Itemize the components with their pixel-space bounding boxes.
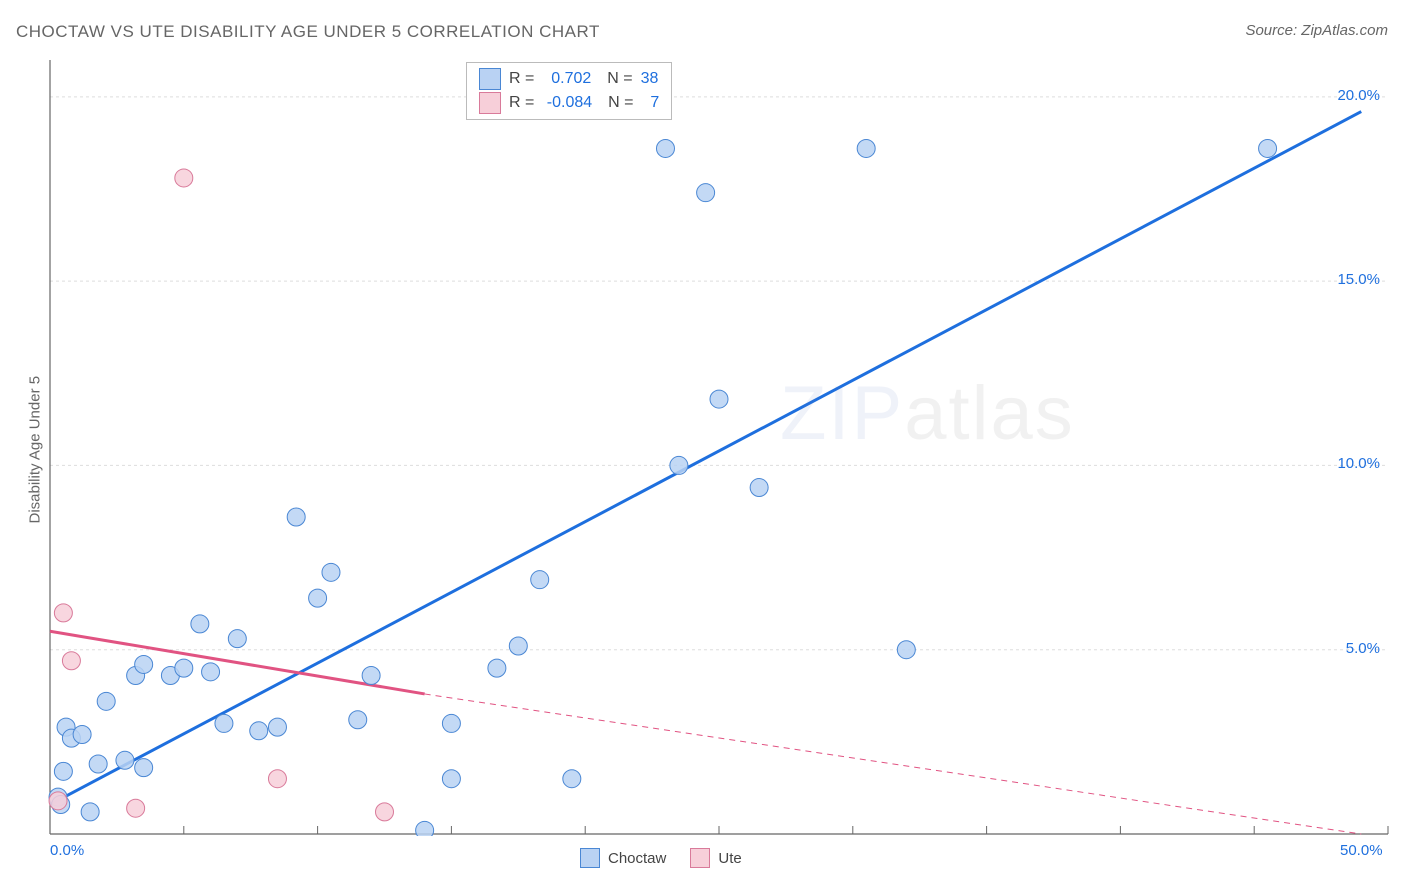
y-axis-label: Disability Age Under 5	[27, 374, 44, 524]
r-value-ute: -0.084	[542, 94, 592, 112]
source-attribution: Source: ZipAtlas.com	[1245, 22, 1388, 39]
swatch-choctaw-icon	[580, 848, 600, 868]
n-value-ute: 7	[642, 94, 660, 112]
swatch-choctaw	[479, 68, 501, 90]
r-label: R =	[509, 94, 534, 112]
y-tick-label: 10.0%	[1320, 455, 1380, 472]
swatch-ute-icon	[690, 848, 710, 868]
legend-label-choctaw: Choctaw	[608, 850, 666, 867]
legend-item-ute: Ute	[690, 848, 741, 868]
x-tick-label: 0.0%	[50, 842, 84, 859]
legend-row-ute: R = -0.084 N = 7	[479, 91, 659, 115]
y-tick-label: 15.0%	[1320, 271, 1380, 288]
correlation-legend: R = 0.702 N = 38 R = -0.084 N = 7	[466, 62, 672, 120]
correlation-chart	[48, 58, 1390, 836]
legend-label-ute: Ute	[718, 850, 741, 867]
y-tick-label: 20.0%	[1320, 87, 1380, 104]
chart-title: CHOCTAW VS UTE DISABILITY AGE UNDER 5 CO…	[16, 22, 600, 42]
r-value-choctaw: 0.702	[542, 70, 591, 88]
series-legend: Choctaw Ute	[580, 848, 742, 868]
legend-item-choctaw: Choctaw	[580, 848, 666, 868]
x-tick-label: 50.0%	[1340, 842, 1383, 859]
n-label: N =	[608, 94, 633, 112]
swatch-ute	[479, 92, 501, 114]
n-value-choctaw: 38	[641, 70, 659, 88]
y-tick-label: 5.0%	[1320, 640, 1380, 657]
r-label: R =	[509, 70, 534, 88]
legend-row-choctaw: R = 0.702 N = 38	[479, 67, 659, 91]
n-label: N =	[607, 70, 632, 88]
